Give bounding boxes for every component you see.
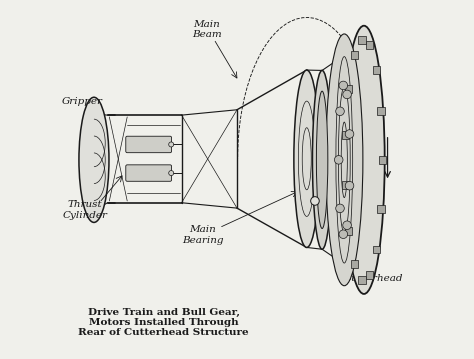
FancyBboxPatch shape bbox=[126, 136, 172, 153]
Circle shape bbox=[343, 90, 351, 99]
Bar bbox=[377, 107, 384, 115]
Bar bbox=[358, 36, 365, 44]
Bar bbox=[351, 260, 358, 268]
Ellipse shape bbox=[343, 26, 385, 294]
Bar bbox=[373, 246, 380, 253]
Text: Thrust
Cylinder: Thrust Cylinder bbox=[63, 200, 108, 220]
Ellipse shape bbox=[312, 70, 332, 249]
Circle shape bbox=[343, 221, 351, 229]
Bar bbox=[342, 131, 349, 139]
Circle shape bbox=[336, 107, 344, 116]
Text: Gripper: Gripper bbox=[62, 97, 103, 106]
Circle shape bbox=[345, 130, 354, 138]
Bar bbox=[342, 181, 349, 189]
Bar bbox=[373, 66, 380, 74]
Bar bbox=[366, 41, 374, 49]
Bar bbox=[358, 276, 365, 284]
Bar bbox=[345, 85, 353, 93]
Text: Drive Train and Bull Gear,
Motors Installed Through
Rear of Cutterhead Structure: Drive Train and Bull Gear, Motors Instal… bbox=[78, 308, 249, 337]
Bar bbox=[366, 271, 374, 279]
Ellipse shape bbox=[294, 70, 319, 247]
Ellipse shape bbox=[79, 97, 109, 223]
Bar bbox=[345, 227, 353, 235]
Circle shape bbox=[345, 181, 354, 190]
Circle shape bbox=[339, 81, 347, 90]
Text: Main
Beam: Main Beam bbox=[191, 20, 221, 39]
Bar bbox=[351, 51, 358, 59]
Text: Main
Bearing: Main Bearing bbox=[182, 225, 224, 244]
Bar bbox=[379, 156, 386, 164]
Text: Cutterhead: Cutterhead bbox=[343, 274, 402, 283]
Circle shape bbox=[335, 155, 343, 164]
Circle shape bbox=[169, 142, 173, 147]
Ellipse shape bbox=[326, 34, 363, 286]
Circle shape bbox=[339, 230, 347, 238]
Bar bbox=[377, 205, 384, 213]
Ellipse shape bbox=[316, 91, 328, 228]
Circle shape bbox=[336, 204, 344, 213]
Circle shape bbox=[169, 171, 173, 176]
Circle shape bbox=[310, 197, 319, 205]
FancyBboxPatch shape bbox=[126, 165, 172, 181]
